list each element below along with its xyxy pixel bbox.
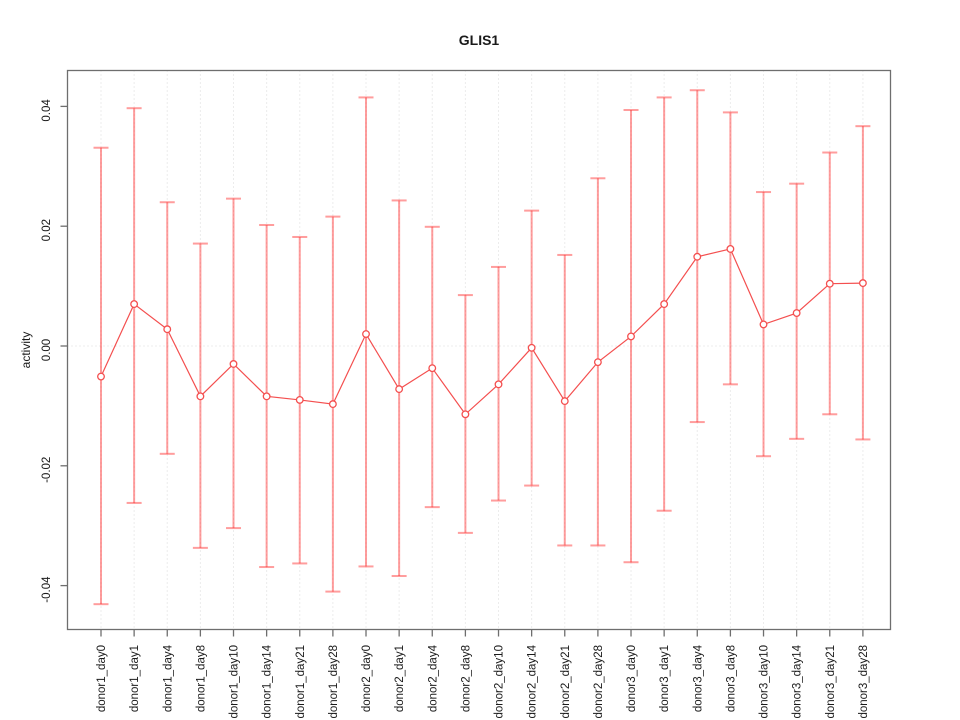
- x-tick-label: donor1_day21: [295, 645, 307, 719]
- x-tick-label: donor2_day4: [427, 644, 439, 712]
- x-tick-label: donor1_day1: [129, 645, 141, 712]
- x-tick-label: donor3_day4: [692, 644, 704, 712]
- data-point: [759, 320, 768, 329]
- x-tick-label: donor3_day8: [725, 645, 737, 712]
- x-tick-label: donor2_day14: [527, 644, 539, 718]
- x-tick-label: donor2_day1: [394, 645, 406, 712]
- series-line: [100, 248, 863, 416]
- x-tick-label: donor1_day4: [162, 644, 174, 712]
- data-point: [726, 245, 735, 253]
- data-point: [494, 380, 503, 389]
- x-tick-label: donor2_day21: [560, 645, 572, 719]
- data-point: [130, 300, 139, 309]
- gridlines: [67, 70, 891, 630]
- x-tick-label: donor1_day0: [96, 645, 108, 712]
- data-point: [825, 279, 834, 288]
- data-point: [792, 309, 801, 318]
- data-point: [461, 410, 470, 419]
- data-point: [593, 358, 602, 367]
- data-points: [97, 245, 867, 419]
- data-point: [560, 397, 569, 406]
- data-point: [262, 392, 271, 401]
- data-point: [527, 343, 536, 352]
- x-tick-label: donor2_day10: [494, 645, 506, 719]
- y-tick-label: -0.04: [41, 576, 53, 603]
- x-tick-label: donor3_day14: [792, 644, 804, 718]
- x-tick-label: donor3_day1: [659, 645, 671, 712]
- x-tick-label: donor2_day8: [460, 645, 472, 712]
- x-tick-label: donor3_day10: [759, 645, 771, 719]
- error-bars: [93, 89, 871, 606]
- x-tick-label: donor3_day0: [626, 645, 638, 712]
- data-point: [660, 300, 669, 309]
- data-point: [362, 330, 370, 338]
- data-point: [627, 332, 635, 341]
- data-point: [328, 400, 337, 409]
- data-point: [395, 385, 404, 394]
- x-tick-label: donor2_day28: [593, 645, 605, 719]
- data-point: [97, 372, 105, 381]
- y-axis-label: activity: [19, 332, 33, 369]
- series-polyline: [100, 248, 863, 416]
- plot-box: [66, 69, 892, 631]
- x-tick-label: donor1_day28: [328, 645, 340, 719]
- y-tick-label: -0.02: [41, 457, 53, 483]
- data-point: [858, 279, 867, 288]
- data-point: [229, 360, 238, 368]
- x-tick-label: donor1_day14: [262, 644, 274, 718]
- y-tick-label: 0.00: [41, 339, 53, 361]
- tick-labels: 0.04 0.02 0.00 -0.02 -0.04 donor1_day0 donor1_…: [41, 99, 870, 719]
- x-tick-label: donor1_day10: [229, 645, 241, 719]
- data-point: [693, 252, 702, 261]
- x-tick-label: donor3_day28: [858, 645, 870, 719]
- chart-title: GLIS1: [459, 32, 500, 48]
- y-tick-label: 0.02: [41, 219, 53, 241]
- data-point: [295, 395, 304, 404]
- x-tick-label: donor3_day21: [825, 645, 837, 719]
- data-point: [163, 325, 172, 334]
- data-point: [196, 392, 205, 401]
- axes: [60, 69, 892, 637]
- y-tick-label: 0.04: [41, 99, 53, 122]
- x-tick-label: donor1_day8: [195, 645, 207, 712]
- data-point: [428, 364, 437, 373]
- x-tick-label: donor2_day0: [361, 645, 373, 712]
